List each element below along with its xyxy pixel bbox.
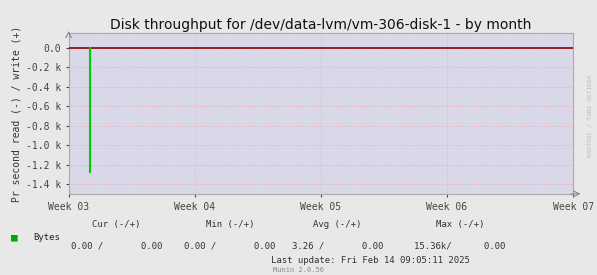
Text: Cur (-/+): Cur (-/+) xyxy=(92,220,141,229)
Text: 0.00 /       0.00: 0.00 / 0.00 xyxy=(184,242,276,251)
Y-axis label: Pr second read (-) / write (+): Pr second read (-) / write (+) xyxy=(11,25,21,202)
Text: RRDTOOL / TOBI OETIKER: RRDTOOL / TOBI OETIKER xyxy=(588,74,593,157)
Text: Bytes: Bytes xyxy=(33,233,60,242)
Text: 0.00 /       0.00: 0.00 / 0.00 xyxy=(70,242,162,251)
Text: Max (-/+): Max (-/+) xyxy=(435,220,484,229)
Text: Last update: Fri Feb 14 09:05:11 2025: Last update: Fri Feb 14 09:05:11 2025 xyxy=(270,256,470,265)
Text: Munin 2.0.56: Munin 2.0.56 xyxy=(273,267,324,273)
Text: ■: ■ xyxy=(11,233,17,243)
Text: 3.26 /       0.00: 3.26 / 0.00 xyxy=(291,242,383,251)
Text: Min (-/+): Min (-/+) xyxy=(205,220,254,229)
Title: Disk throughput for /dev/data-lvm/vm-306-disk-1 - by month: Disk throughput for /dev/data-lvm/vm-306… xyxy=(110,18,531,32)
Text: 15.36k/      0.00: 15.36k/ 0.00 xyxy=(414,242,506,251)
Text: Avg (-/+): Avg (-/+) xyxy=(313,220,362,229)
